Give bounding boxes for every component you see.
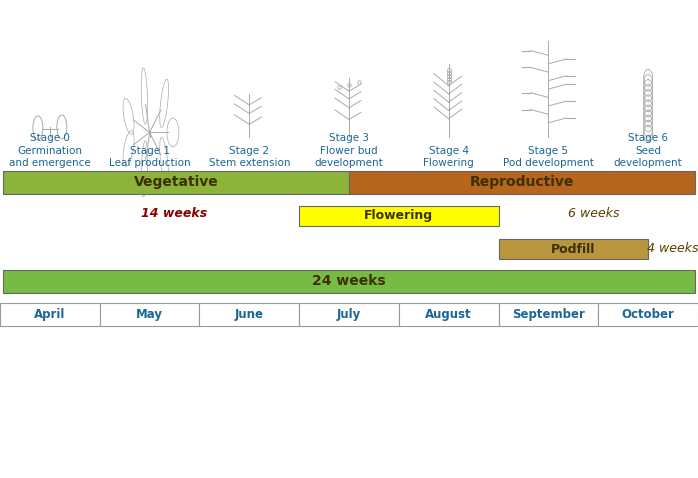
Text: August: August — [425, 308, 472, 321]
Bar — [100, 303, 200, 326]
Text: October: October — [622, 308, 674, 321]
Bar — [498, 303, 598, 326]
Bar — [0, 303, 100, 326]
Text: May: May — [136, 308, 163, 321]
Bar — [3, 171, 349, 194]
Text: 24 weeks: 24 weeks — [312, 274, 386, 288]
Text: Reproductive: Reproductive — [470, 175, 574, 189]
Text: Stage 5
Pod development: Stage 5 Pod development — [503, 146, 594, 168]
Bar — [598, 303, 698, 326]
Text: Flowering: Flowering — [364, 209, 433, 222]
Text: June: June — [235, 308, 264, 321]
Text: Stage 6
Seed
development: Stage 6 Seed development — [614, 133, 683, 168]
Text: 6 weeks: 6 weeks — [567, 207, 619, 220]
Bar — [498, 239, 648, 259]
Bar — [399, 303, 498, 326]
Bar — [200, 303, 299, 326]
Text: Stage 1
Leaf production: Stage 1 Leaf production — [109, 146, 191, 168]
Text: September: September — [512, 308, 585, 321]
Text: Stage 4
Flowering: Stage 4 Flowering — [424, 146, 474, 168]
Text: July: July — [337, 308, 361, 321]
Text: April: April — [34, 308, 66, 321]
Bar — [349, 171, 695, 194]
Bar — [299, 303, 399, 326]
Text: Stage 0
Germination
and emergence: Stage 0 Germination and emergence — [9, 133, 91, 168]
Text: Podfill: Podfill — [551, 242, 595, 256]
Text: Vegetative: Vegetative — [133, 175, 218, 189]
Text: 4 weeks: 4 weeks — [647, 242, 698, 255]
Text: 14 weeks: 14 weeks — [142, 207, 207, 220]
Bar — [3, 270, 695, 293]
Text: Stage 3
Flower bud
development: Stage 3 Flower bud development — [315, 133, 383, 168]
Bar — [299, 206, 498, 226]
Text: Stage 2
Stem extension: Stage 2 Stem extension — [209, 146, 290, 168]
